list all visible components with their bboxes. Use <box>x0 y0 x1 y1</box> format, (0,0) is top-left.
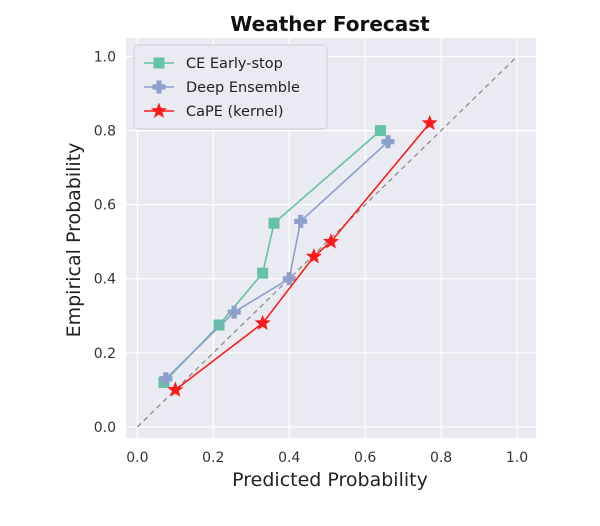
y-tick-label: 1.0 <box>94 50 116 66</box>
legend-label: Deep Ensemble <box>186 80 300 96</box>
y-tick-label: 0.0 <box>94 420 116 436</box>
x-tick-label: 0.0 <box>126 450 148 466</box>
data-point-ce-early-stop <box>213 319 225 331</box>
legend-label: CE Early-stop <box>186 56 283 72</box>
data-point-cape-kernel <box>322 233 340 249</box>
data-point-deep-ensemble <box>227 305 241 319</box>
y-axis-title: Empirical Probability <box>63 143 85 338</box>
y-tick-label: 0.8 <box>94 124 116 140</box>
data-point-deep-ensemble <box>294 214 308 228</box>
x-tick-label: 0.2 <box>202 450 224 466</box>
chart-title: Weather Forecast <box>230 12 430 36</box>
legend-item-ce-early-stop: CE Early-stop <box>144 56 283 72</box>
series-cape-kernel <box>167 114 438 397</box>
data-point-cape-kernel <box>254 314 271 331</box>
legend-item-cape-kernel: CaPE (kernel) <box>144 102 284 120</box>
y-tick-label: 0.4 <box>94 272 116 288</box>
data-point-cape-kernel <box>421 114 438 131</box>
data-point-cape-kernel <box>167 381 184 397</box>
legend-marker <box>153 57 165 69</box>
data-point-cape-kernel <box>305 248 322 264</box>
x-tick-label: 0.4 <box>278 450 300 466</box>
x-tick-label: 0.6 <box>354 450 376 466</box>
data-point-deep-ensemble <box>282 272 296 286</box>
data-point-deep-ensemble <box>381 135 395 149</box>
x-tick-label: 0.8 <box>430 450 452 466</box>
x-axis-title: Predicted Probability <box>232 469 428 491</box>
data-point-ce-early-stop <box>257 267 269 279</box>
legend-marker <box>152 80 166 94</box>
data-point-deep-ensemble <box>159 372 173 386</box>
legend-marker <box>150 102 168 118</box>
series-layer <box>158 114 438 397</box>
series-deep-ensemble <box>159 135 395 386</box>
legend-label: CaPE (kernel) <box>186 104 284 120</box>
data-point-ce-early-stop <box>268 217 280 229</box>
y-tick-label: 0.2 <box>94 346 116 362</box>
legend: CE Early-stop Deep Ensemble CaPE (kernel) <box>133 44 328 130</box>
y-tick-label: 0.6 <box>94 198 116 214</box>
data-point-ce-early-stop <box>374 125 386 137</box>
x-tick-label: 1.0 <box>506 450 528 466</box>
tick-labels: 0.0 0.2 0.4 0.6 0.8 1.0 0.0 0.2 0.4 0.6 0.8 1.0 <box>94 50 528 466</box>
legend-box <box>133 44 328 130</box>
legend-item-deep-ensemble: Deep Ensemble <box>144 80 300 96</box>
